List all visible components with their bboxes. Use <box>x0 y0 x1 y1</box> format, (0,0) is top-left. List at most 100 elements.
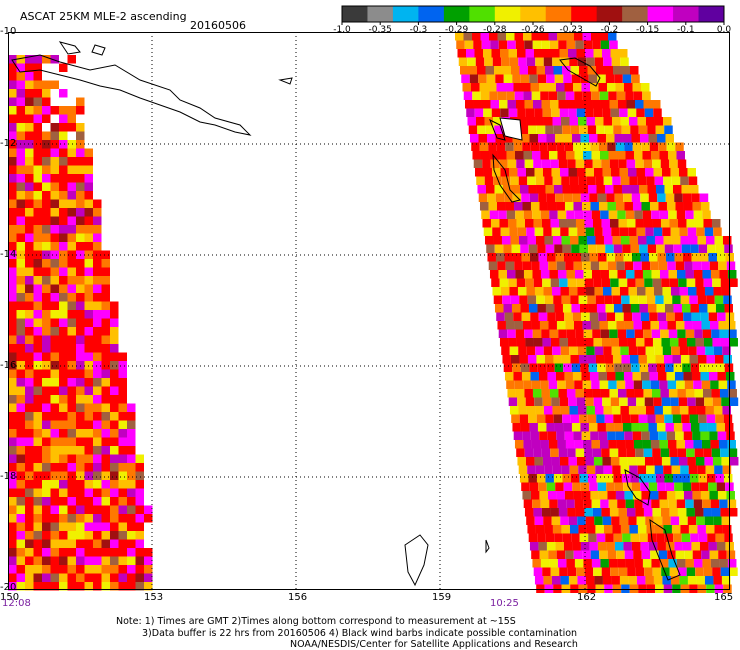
data-cell <box>547 142 557 151</box>
data-cell <box>629 236 638 245</box>
data-cell <box>657 482 666 491</box>
data-cell <box>643 100 652 109</box>
data-cell <box>42 463 51 472</box>
data-cell <box>632 372 641 381</box>
data-cell <box>571 304 580 313</box>
data-cell <box>549 100 559 109</box>
data-cell <box>689 474 699 483</box>
data-cell <box>16 403 25 412</box>
data-cell <box>518 176 528 185</box>
data-cell <box>25 182 34 191</box>
data-cell <box>536 414 546 423</box>
data-cell <box>520 244 529 253</box>
data-cell <box>67 259 76 268</box>
data-cell <box>568 576 578 585</box>
data-cell <box>665 482 675 491</box>
data-cell <box>59 174 68 183</box>
data-cell <box>626 448 636 457</box>
data-cell <box>59 327 68 336</box>
data-cell <box>118 386 127 395</box>
data-cell <box>555 542 564 551</box>
data-cell <box>59 454 68 463</box>
data-cell <box>572 372 582 381</box>
data-cell <box>67 284 76 293</box>
data-cell <box>127 403 136 412</box>
data-cell <box>604 125 614 134</box>
data-cell <box>16 488 25 497</box>
note-line-3: NOAA/NESDIS/Center for Satellite Applica… <box>290 639 578 650</box>
data-cell <box>101 531 110 540</box>
data-cell <box>8 454 17 463</box>
data-cell <box>534 287 544 296</box>
data-cell <box>59 573 68 582</box>
colorbar-swatch <box>494 6 521 22</box>
coastline <box>559 57 601 87</box>
data-cell <box>562 125 571 134</box>
data-cell <box>590 261 600 270</box>
data-cell <box>629 295 639 304</box>
coastline <box>58 41 81 55</box>
data-cell <box>628 117 638 126</box>
data-cell <box>487 83 497 92</box>
data-cell <box>547 491 557 500</box>
data-cell <box>592 329 601 338</box>
data-cell <box>518 57 527 66</box>
data-cell <box>477 125 486 134</box>
data-cell <box>50 539 59 548</box>
data-cell <box>704 287 714 296</box>
data-cell <box>510 176 519 185</box>
data-cell <box>683 431 693 440</box>
data-cell <box>529 542 539 551</box>
data-cell <box>627 108 637 117</box>
data-cell <box>651 499 660 508</box>
data-cell <box>527 355 537 364</box>
data-cell <box>627 457 637 466</box>
data-cell <box>566 389 576 398</box>
data-cell <box>716 253 726 262</box>
data-cell <box>59 480 68 489</box>
data-cell <box>676 380 685 389</box>
data-cell <box>528 533 538 542</box>
data-cell <box>594 346 604 355</box>
data-cell <box>127 437 136 446</box>
data-cell <box>712 278 721 287</box>
data-cell <box>33 548 42 557</box>
data-cell <box>25 395 34 404</box>
data-cell <box>483 108 492 117</box>
data-cell <box>67 573 76 582</box>
data-cell <box>709 491 718 500</box>
data-cell <box>25 352 34 361</box>
data-cell <box>508 397 518 406</box>
data-cell <box>589 482 598 491</box>
data-cell <box>634 389 644 398</box>
data-cell <box>543 287 552 296</box>
data-cell <box>67 148 76 157</box>
data-cell <box>506 91 515 100</box>
data-cell <box>463 32 472 41</box>
data-cell <box>711 508 721 517</box>
data-cell <box>616 91 626 100</box>
data-cell <box>699 482 709 491</box>
data-cell <box>482 159 491 168</box>
data-cell <box>42 301 51 310</box>
data-cell <box>699 253 709 262</box>
data-cell <box>118 471 127 480</box>
data-cell <box>667 440 677 449</box>
data-cell <box>33 522 42 531</box>
data-cell <box>84 573 93 582</box>
data-cell <box>67 140 76 149</box>
data-cell <box>544 465 553 474</box>
data-cell <box>640 83 650 92</box>
data-cell <box>558 508 568 517</box>
data-cell <box>695 457 705 466</box>
data-cell <box>695 397 705 406</box>
data-cell <box>578 525 587 534</box>
data-cell <box>666 372 675 381</box>
data-cell <box>689 185 699 194</box>
data-cell <box>618 159 627 168</box>
data-cell <box>470 83 480 92</box>
data-cell <box>563 193 573 202</box>
data-cell <box>541 448 551 457</box>
data-cell <box>559 397 569 406</box>
data-cell <box>101 327 110 336</box>
